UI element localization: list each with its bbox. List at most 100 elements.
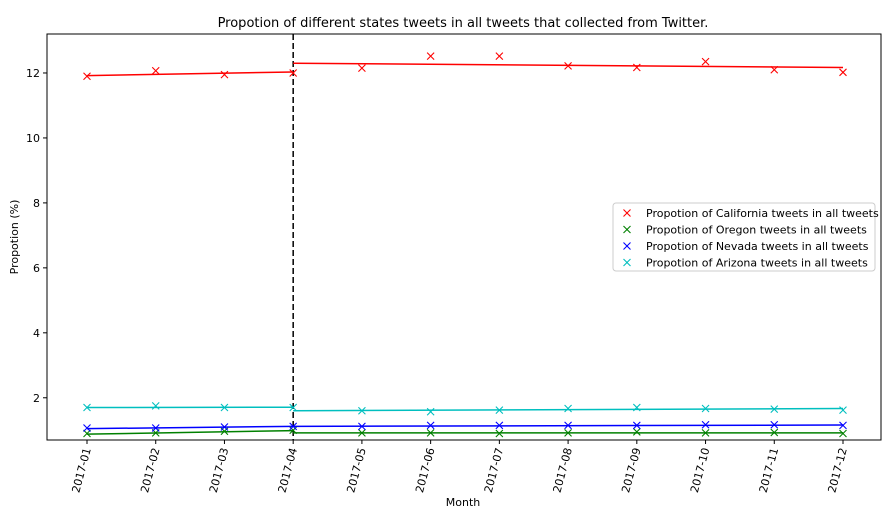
x-marker-stroke [701, 57, 710, 66]
data-point-nevada [701, 420, 710, 429]
x-marker-stroke [220, 70, 229, 79]
series-oregon [83, 426, 847, 438]
x-tick-label: 2017-09 [619, 446, 643, 494]
x-marker-stroke [839, 406, 847, 415]
x-marker-stroke [770, 428, 779, 437]
x-tick-label: 2017-02 [138, 446, 162, 494]
x-axis-label: Month [446, 496, 481, 509]
data-point-nevada [564, 421, 572, 430]
x-marker-stroke [839, 68, 847, 77]
y-tick-label: 12 [26, 67, 40, 80]
data-point-california [151, 66, 160, 75]
x-marker-stroke [564, 404, 572, 413]
x-marker-stroke [770, 65, 779, 74]
data-point-arizona [151, 402, 160, 410]
x-marker-stroke [358, 428, 366, 437]
legend-label: Propotion of California tweets in all tw… [646, 207, 879, 220]
data-point-nevada [839, 421, 847, 430]
legend: Propotion of California tweets in all tw… [612, 202, 879, 272]
x-marker-stroke [220, 403, 229, 412]
x-marker-stroke [358, 422, 366, 431]
x-marker-stroke [426, 52, 435, 60]
data-point-nevada [358, 422, 366, 431]
legend-box [612, 202, 876, 272]
data-point-arizona [770, 405, 779, 414]
x-tick-label: 2017-03 [207, 446, 231, 494]
x-marker-stroke [701, 428, 710, 437]
fit-line-nevada [86, 425, 294, 430]
y-tick-label: 8 [33, 197, 40, 210]
x-marker-stroke [564, 428, 572, 437]
x-marker-stroke [83, 429, 91, 438]
data-point-arizona [839, 406, 847, 415]
data-point-arizona [426, 407, 435, 416]
x-tick-label: 2017-11 [757, 446, 781, 494]
x-tick-label: 2017-05 [344, 446, 368, 494]
data-point-nevada [151, 424, 160, 432]
x-marker-stroke [839, 429, 847, 438]
data-point-arizona [220, 403, 229, 412]
legend-label: Propotion of Nevada tweets in all tweets [646, 240, 869, 253]
x-marker-stroke [220, 423, 229, 431]
x-marker-stroke [701, 420, 710, 429]
data-point-nevada [632, 421, 641, 430]
data-point-arizona [289, 403, 298, 412]
x-marker-stroke [83, 72, 91, 81]
x-marker-stroke [770, 420, 779, 429]
x-marker-stroke [495, 52, 504, 60]
legend-marker [623, 225, 631, 234]
data-point-arizona [83, 403, 91, 412]
data-point-arizona [358, 406, 366, 415]
data-point-oregon [770, 428, 779, 437]
x-tick-label: 2017-10 [688, 446, 712, 494]
x-tick-label: 2017-06 [413, 446, 437, 494]
x-marker-stroke [83, 403, 91, 412]
data-point-california [632, 63, 641, 72]
x-marker-stroke [495, 429, 504, 438]
x-marker-stroke [495, 421, 504, 430]
legend-marker [623, 242, 631, 250]
x-tick-label: 2017-12 [825, 446, 849, 494]
x-marker-stroke [564, 61, 572, 70]
data-point-california [289, 69, 298, 77]
data-point-arizona [701, 404, 710, 413]
x-marker-stroke [632, 427, 641, 436]
x-marker-stroke [151, 66, 160, 75]
fit-line-california [86, 71, 294, 77]
plot-area [46, 33, 882, 441]
data-point-nevada [289, 422, 298, 431]
data-point-nevada [83, 424, 91, 432]
x-marker-stroke [632, 63, 641, 72]
x-marker-stroke [289, 422, 298, 431]
x-marker-stroke [632, 421, 641, 430]
x-tick-label: 2017-04 [276, 446, 300, 494]
y-tick-label: 2 [33, 392, 40, 405]
data-point-nevada [770, 420, 779, 429]
legend-item-oregon: Propotion of Oregon tweets in all tweets [623, 224, 867, 237]
data-point-oregon [564, 428, 572, 437]
chart-title: Propotion of different states tweets in … [218, 16, 709, 31]
x-marker-stroke [358, 64, 366, 72]
data-point-california [564, 61, 572, 70]
data-point-arizona [495, 406, 504, 415]
data-point-arizona [632, 403, 641, 412]
legend-marker [623, 258, 631, 267]
x-marker-stroke [151, 402, 160, 410]
data-point-california [770, 65, 779, 74]
y-tick-label: 4 [33, 327, 40, 340]
fit-line-oregon [86, 429, 294, 435]
data-point-nevada [426, 421, 435, 430]
data-point-california [220, 70, 229, 79]
x-tick-label: 2017-01 [69, 446, 93, 494]
data-point-oregon [701, 428, 710, 437]
x-marker-stroke [151, 424, 160, 432]
x-marker-stroke [564, 421, 572, 430]
legend-item-arizona: Propotion of Arizona tweets in all tweet… [623, 257, 868, 270]
data-point-california [495, 52, 504, 60]
legend-marker [623, 209, 631, 217]
data-point-oregon [839, 429, 847, 438]
y-tick-label: 10 [26, 132, 40, 145]
x-marker-stroke [426, 421, 435, 430]
x-marker-stroke [289, 69, 298, 77]
data-point-oregon [495, 429, 504, 438]
